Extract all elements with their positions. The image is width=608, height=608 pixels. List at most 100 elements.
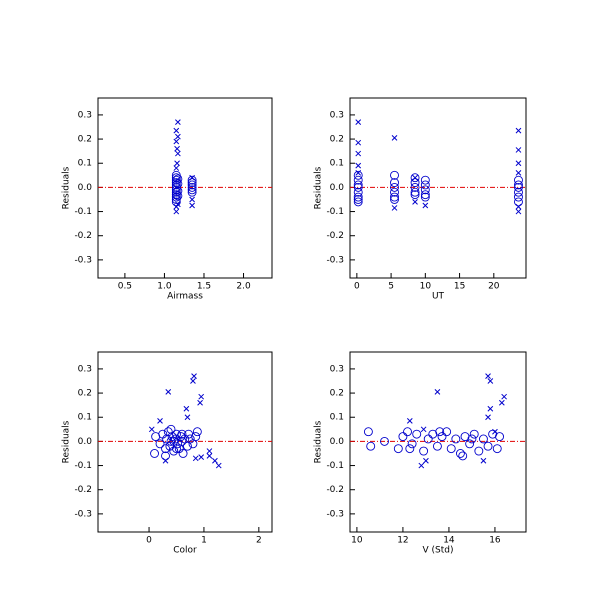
- point: [423, 434, 433, 444]
- y-tick-label: 0.2: [330, 135, 344, 145]
- point: [161, 451, 170, 461]
- point: [169, 446, 179, 456]
- point: [170, 434, 180, 444]
- point: [480, 457, 487, 464]
- point: [173, 138, 180, 145]
- point: [501, 393, 507, 400]
- point: [353, 197, 363, 207]
- point: [191, 432, 201, 442]
- x-axis-label: Color: [173, 546, 197, 556]
- point: [215, 462, 222, 469]
- x-tick-label: 15: [454, 282, 465, 292]
- plot: -0.3 -0.2 -0.1 0.0 0.1 0.2 0.3 0 1 2 Color Residual…: [62, 351, 273, 556]
- y-tick-label: 0.1: [78, 159, 92, 169]
- x-tick-label: 1: [201, 536, 207, 546]
- y-tick-label: 0.3: [330, 110, 344, 120]
- point: [405, 444, 415, 454]
- x-tick-label: 1.0: [157, 282, 172, 292]
- point: [478, 434, 488, 444]
- point: [485, 414, 491, 421]
- x-tick-label: 10: [351, 536, 363, 546]
- point: [184, 414, 191, 421]
- point: [198, 454, 205, 460]
- point: [412, 174, 418, 181]
- point: [171, 173, 181, 183]
- point: [189, 174, 195, 181]
- y-tick-label: -0.2: [326, 231, 344, 241]
- point: [190, 378, 196, 384]
- y-axis-label: Residuals: [314, 420, 324, 463]
- point: [366, 441, 376, 451]
- point: [189, 202, 195, 209]
- point: [418, 462, 425, 469]
- point: [390, 170, 399, 180]
- point: [390, 187, 399, 197]
- point: [353, 175, 363, 185]
- x-tick-label: 5: [388, 282, 394, 292]
- point: [155, 439, 165, 449]
- point: [487, 378, 494, 384]
- x-tick-label: 0: [146, 536, 152, 546]
- point: [174, 145, 180, 152]
- y-tick-label: 0.0: [78, 437, 93, 447]
- point: [173, 127, 180, 134]
- point: [514, 192, 523, 202]
- y-tick-label: 0.2: [330, 389, 344, 399]
- point: [492, 428, 498, 435]
- point: [410, 182, 420, 192]
- point: [162, 457, 169, 464]
- y-axis-label: Residuals: [314, 166, 324, 209]
- y-tick-label: -0.1: [74, 461, 92, 471]
- y-tick-label: -0.3: [326, 509, 344, 519]
- point: [173, 186, 183, 196]
- point: [157, 418, 163, 424]
- x-axis-label: UT: [432, 292, 445, 302]
- x-tick-label: 10: [420, 282, 432, 292]
- x-tick-label: 16: [489, 536, 501, 546]
- point: [393, 444, 403, 454]
- plot: -0.3 -0.2 -0.1 0.0 0.1 0.2 0.3 10 12 14 16 V (Std) R…: [314, 351, 527, 556]
- point: [514, 175, 523, 185]
- point: [187, 182, 197, 192]
- point: [174, 160, 180, 167]
- y-tick-label: 0.1: [78, 413, 92, 423]
- point: [514, 180, 523, 190]
- point: [514, 182, 523, 192]
- point: [353, 187, 363, 197]
- y-axis-label: Residuals: [62, 166, 72, 209]
- point: [353, 170, 363, 180]
- y-tick-label: 0.3: [78, 364, 92, 374]
- y-tick-label: -0.2: [326, 485, 344, 495]
- point: [437, 432, 447, 442]
- point: [398, 432, 408, 442]
- point: [175, 119, 181, 126]
- point: [420, 190, 430, 200]
- y-tick-label: -0.2: [74, 231, 92, 241]
- point: [363, 427, 373, 437]
- point: [355, 162, 362, 169]
- point: [390, 182, 399, 192]
- x-tick-label: 2.0: [236, 282, 251, 292]
- point: [148, 426, 155, 433]
- point: [166, 424, 176, 434]
- x-tick-label: 12: [397, 536, 408, 546]
- point: [483, 441, 493, 451]
- point: [410, 178, 420, 188]
- point: [175, 201, 181, 208]
- point: [485, 373, 491, 380]
- point: [165, 389, 172, 395]
- x-tick-label: 0.5: [118, 282, 132, 292]
- point: [412, 429, 422, 439]
- y-tick-label: -0.2: [74, 485, 92, 495]
- x-axis-label: V (Std): [423, 546, 454, 556]
- point: [390, 195, 399, 204]
- y-tick-label: 0.1: [330, 413, 344, 423]
- point: [187, 180, 197, 190]
- y-tick-label: 0.0: [330, 437, 345, 447]
- point: [150, 449, 159, 458]
- plot-frame: [349, 351, 527, 533]
- point: [380, 436, 389, 446]
- point: [434, 389, 441, 395]
- point: [420, 185, 430, 195]
- x-tick-label: 2: [256, 536, 262, 546]
